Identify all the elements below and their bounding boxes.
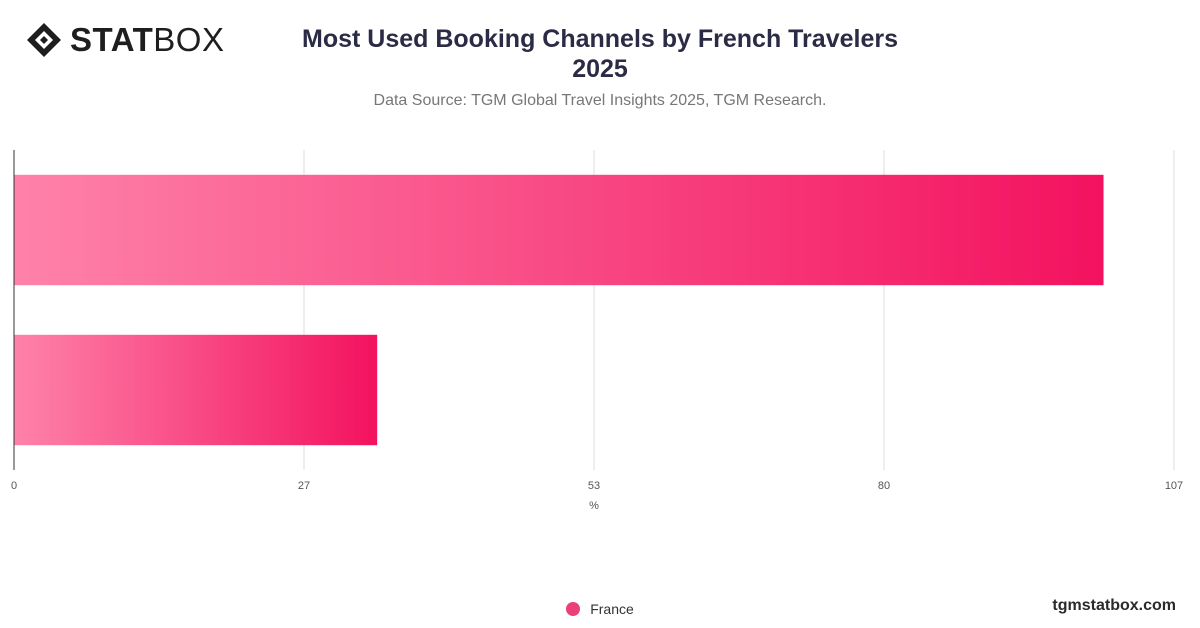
logo-text-light: BOX	[153, 21, 225, 58]
x-tick-label: 53	[588, 480, 600, 492]
chart-title-line1: Most Used Booking Channels by French Tra…	[302, 25, 898, 53]
chart-title: Most Used Booking Channels by French Tra…	[230, 24, 970, 84]
x-tick-label: 107	[1165, 480, 1183, 492]
x-tick-label: 80	[878, 480, 890, 492]
legend[interactable]: France	[0, 601, 1200, 617]
logo-text-bold: STAT	[70, 21, 154, 58]
statbox-diamond-icon	[27, 23, 61, 57]
legend-swatch-france	[566, 602, 581, 616]
x-axis-label: %	[589, 500, 599, 512]
x-tick-labels: 0 27 53 80 107	[11, 480, 1183, 492]
statbox-logo: STATBOX	[26, 22, 224, 58]
x-tick-label: 0	[11, 480, 17, 492]
x-tick-label: 27	[298, 480, 310, 492]
website-label: tgmstatbox.com	[1052, 597, 1176, 614]
bar-france-1[interactable]	[14, 174, 1104, 286]
chart-subtitle: Data Source: TGM Global Travel Insights …	[373, 92, 827, 109]
chart-title-line2: 2025	[572, 55, 628, 83]
logo-text: STATBOX	[70, 22, 224, 58]
legend-label-france: France	[590, 601, 634, 617]
bars	[14, 174, 1104, 446]
bar-chart: 0 27 53 80 107 %	[11, 150, 1183, 512]
bar-france-2[interactable]	[14, 334, 378, 446]
